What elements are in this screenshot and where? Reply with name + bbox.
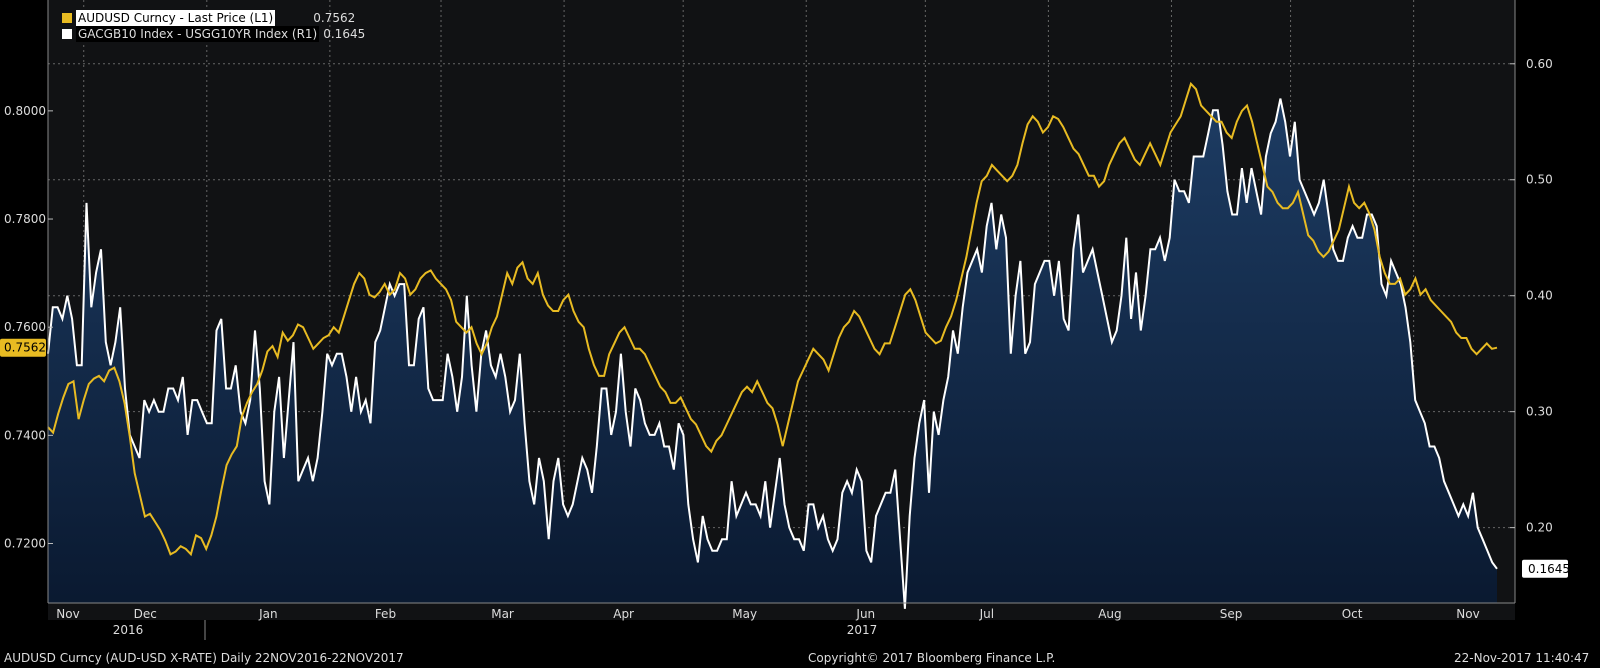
left-axis-tick-label: 0.7600 (4, 320, 46, 334)
x-axis-month-label: Apr (613, 607, 634, 621)
x-axis-month-label: Nov (1456, 607, 1479, 621)
footer-right: 22-Nov-2017 11:40:47 (1454, 651, 1590, 665)
x-axis-month-label: May (732, 607, 757, 621)
right-last-value-tag (1522, 559, 1568, 578)
right-axis-tick-label: 0.40 (1526, 289, 1553, 303)
x-axis-month-label: Jun (855, 607, 875, 621)
right-axis-tick-label: 0.20 (1526, 521, 1553, 535)
x-axis-month-label: Mar (491, 607, 514, 621)
footer-left: AUDUSD Curncy (AUD-USD X-RATE) Daily 22N… (4, 651, 404, 665)
x-axis-year-label: 2016 (113, 623, 144, 637)
right-last-value-text: 0.1645 (1528, 562, 1570, 576)
left-axis-tick-label: 0.8000 (4, 104, 46, 118)
x-axis-month-label: Sep (1220, 607, 1243, 621)
right-axis-tick-label: 0.30 (1526, 405, 1553, 419)
right-axis-tick-label: 0.50 (1526, 173, 1553, 187)
legend-entry-left: AUDUSD Curncy - Last Price (L1) 0.7562 (62, 10, 365, 26)
left-axis-tick-label: 0.7800 (4, 212, 46, 226)
left-series-line (47, 81, 1498, 557)
legend-value-left: 0.7562 (313, 11, 356, 25)
right-series-area (48, 98, 1497, 609)
left-last-value-tag (0, 338, 46, 357)
x-axis-month-label: Aug (1098, 607, 1121, 621)
footer-center: Copyright© 2017 Bloomberg Finance L.P. (808, 651, 1056, 665)
x-axis-year-label: 2017 (847, 623, 878, 637)
legend-value-right: 0.1645 (323, 27, 366, 41)
legend-entry-right: GACGB10 Index - USGG10YR Index (R1) 0.16… (62, 26, 365, 42)
legend-label-left: AUDUSD Curncy - Last Price (L1) (76, 10, 276, 26)
x-axis-month-label: Nov (56, 607, 79, 621)
legend-label-right: GACGB10 Index - USGG10YR Index (R1) (76, 26, 320, 42)
x-axis-month-label: Dec (134, 607, 157, 621)
left-axis-tick-label: 0.7200 (4, 537, 46, 551)
x-axis-month-label: Oct (1342, 607, 1363, 621)
left-last-value-text: 0.7562 (4, 341, 46, 355)
right-series-line (47, 98, 1498, 609)
right-axis-tick-label: 0.60 (1526, 57, 1553, 71)
legend-swatch-gold (62, 13, 72, 23)
x-axis-month-label: Jan (258, 607, 278, 621)
x-axis-month-label: Jul (979, 607, 994, 621)
left-axis-tick-label: 0.7400 (4, 428, 46, 442)
legend: AUDUSD Curncy - Last Price (L1) 0.7562 G… (62, 10, 365, 42)
legend-swatch-white (62, 29, 72, 39)
x-axis-month-label: Feb (375, 607, 396, 621)
